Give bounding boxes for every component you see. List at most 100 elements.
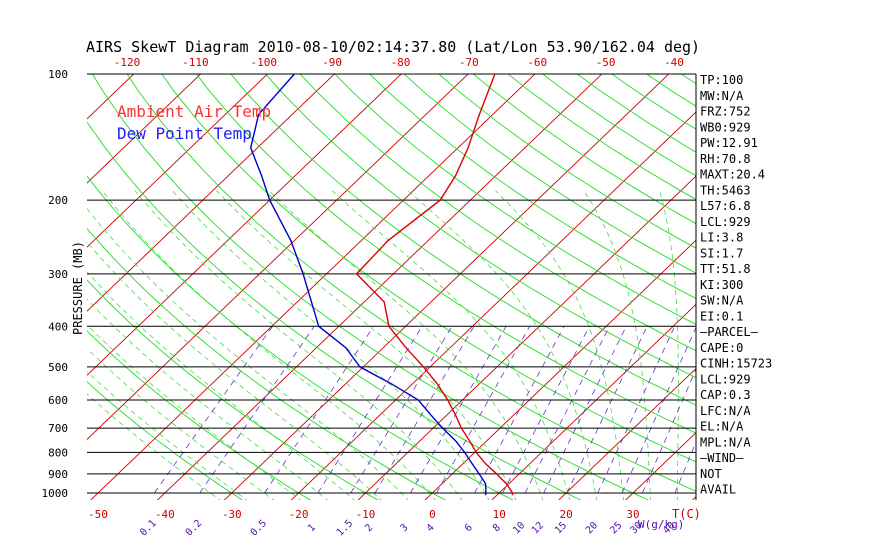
dry-adiabat-line [230, 74, 696, 406]
stat-entry: EL:N/A [700, 420, 744, 434]
mixing-ratio-line [350, 326, 453, 494]
bottom-temp-tick-label: 10 [493, 508, 506, 521]
stat-entry: LI:3.8 [700, 231, 743, 245]
bottom-temp-tick-label: -50 [88, 508, 108, 521]
top-temp-tick-label: -60 [527, 56, 547, 69]
dry-adiabat-line [87, 175, 514, 500]
stat-entry: MPL:N/A [700, 435, 751, 449]
dry-adiabat-line [126, 74, 696, 492]
top-temp-tick-label: -70 [459, 56, 479, 69]
stat-entry: CAP:0.3 [700, 388, 751, 402]
moist-adiabat-line [87, 348, 275, 500]
dry-adiabat-line [161, 74, 696, 463]
isotherm-line [87, 74, 202, 184]
pressure-tick-label: 1000 [42, 487, 69, 500]
moist-adiabat-line [407, 190, 598, 500]
mixing-ratio-line [154, 326, 273, 494]
legend-entry: Dew Point Temp [117, 124, 252, 143]
stat-entry: —WIND— [700, 451, 744, 465]
bottom-temp-tick-label: -20 [289, 508, 309, 521]
mixing-ratio-lines [154, 326, 696, 494]
dry-adiabat-lines [87, 55, 870, 502]
dew-point-temp-line [249, 74, 487, 496]
stat-entry: CINH:15723 [700, 357, 772, 371]
x-axis-label: T(C) [672, 507, 701, 521]
top-temp-tick-label: -120 [114, 56, 141, 69]
chart-legend: Ambient Air Temp Dew Point Temp [117, 102, 271, 143]
moist-adiabat-line [87, 371, 248, 500]
moist-adiabat-line [87, 324, 302, 500]
moist-adiabat-line [87, 271, 355, 500]
stat-entry: PW:12.91 [700, 136, 758, 150]
stat-entry: L57:6.8 [700, 199, 751, 213]
top-temp-tick-label: -110 [182, 56, 209, 69]
mixing-ratio-axis-label: W(g/kg) [638, 518, 684, 531]
mixing-ratio-line [317, 326, 423, 494]
bottom-temp-tick-label: -40 [155, 508, 175, 521]
mixing-ratio-line [597, 326, 676, 494]
stat-entry: LCL:929 [700, 372, 751, 386]
dry-adiabat-line [507, 74, 696, 200]
dry-adiabat-line [820, 55, 870, 502]
isotherm-line [90, 74, 536, 500]
stat-entry: NOT [700, 467, 722, 481]
stat-entry: WB0:929 [700, 120, 751, 134]
mixing-ratio-tick-label: 0.2 [184, 518, 205, 539]
isotherm-line [223, 74, 670, 500]
mixing-ratio-line [264, 326, 374, 494]
mixing-ratio-tick-label: 15 [553, 520, 569, 536]
top-temp-tick-label: -90 [322, 56, 342, 69]
moist-adiabat-line [134, 190, 463, 500]
moist-adiabat-line [172, 190, 490, 500]
pressure-tick-label: 800 [48, 446, 68, 459]
dry-adiabat-line [195, 74, 696, 434]
dry-adiabat-line [368, 74, 696, 300]
mixing-ratio-tick-label: 0.1 [138, 518, 159, 539]
bottom-temp-tick-label: 20 [560, 508, 573, 521]
top-temperature-axis: -120 -110 -100 -90 -80 -70 -60 -50 -40 [114, 56, 684, 69]
isotherm-line [156, 74, 603, 500]
stat-entry: LCL:929 [700, 215, 751, 229]
isotherm-line [87, 74, 402, 376]
moist-adiabat-line [87, 241, 382, 500]
moist-adiabat-line [216, 190, 517, 500]
dry-adiabat-line [753, 55, 870, 502]
pressure-tick-label: 300 [48, 268, 68, 281]
pressure-tick-label: 200 [48, 194, 68, 207]
stat-entry: SW:N/A [700, 294, 744, 308]
isotherm-line [87, 74, 336, 312]
dry-adiabat-line [87, 227, 447, 500]
legend-entry: Ambient Air Temp [117, 102, 271, 121]
y-axis-label: PRESSURE (MB) [71, 241, 85, 335]
dry-adiabat-line [403, 74, 696, 274]
mixing-ratio-tick-label: 10 [511, 520, 527, 536]
mixing-ratio-tick-label: 20 [584, 520, 600, 536]
bottom-temp-tick-label: 0 [429, 508, 436, 521]
stat-entry: EI:0.1 [700, 309, 743, 323]
isotherm-line [290, 111, 696, 500]
stat-entry: —PARCEL— [700, 325, 759, 339]
dry-adiabat-line [786, 55, 870, 502]
mixing-ratio-line [524, 326, 610, 494]
moist-adiabat-line [659, 190, 679, 500]
dry-adiabat-line [87, 330, 311, 500]
top-temp-tick-label: -40 [664, 56, 684, 69]
isotherm-line [357, 175, 696, 500]
mixing-ratio-line [566, 326, 648, 494]
dry-adiabat-line [438, 74, 696, 249]
mixing-ratio-line [543, 326, 627, 494]
stat-entry: LFC:N/A [700, 404, 751, 418]
stat-entry: KI:300 [700, 278, 743, 292]
isotherm-line [424, 239, 696, 500]
mixing-ratio-line [474, 326, 565, 494]
dry-adiabat-line [853, 55, 870, 502]
stat-entry: TP:100 [700, 73, 743, 87]
mixing-ratio-line [642, 368, 696, 494]
mixing-ratio-tick-label: 12 [530, 520, 546, 536]
isotherm-line [0, 55, 20, 502]
dry-adiabat-line [87, 121, 582, 500]
mixing-ratio-line [621, 326, 696, 494]
pressure-axis: 100 200 300 400 500 600 700 800 900 1000 [42, 68, 69, 500]
mixing-ratio-tick-label: 0.5 [249, 518, 270, 539]
